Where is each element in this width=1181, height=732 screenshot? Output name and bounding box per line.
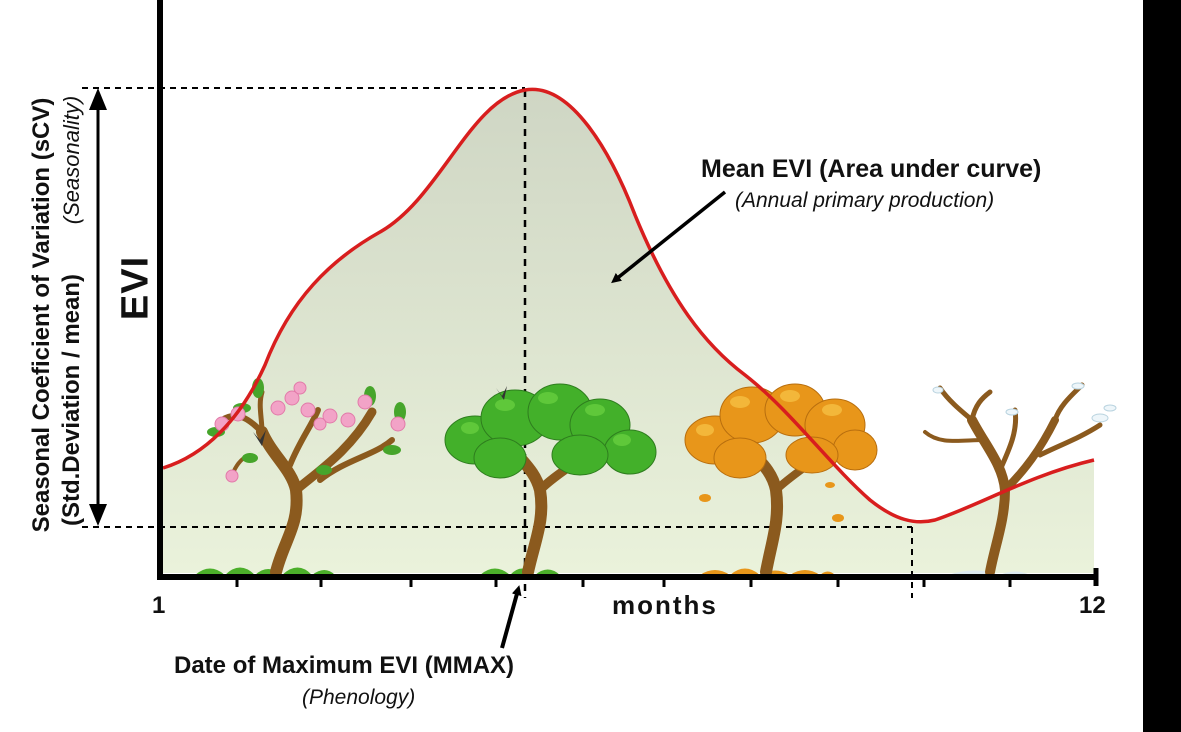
seasonality-label-line1: Seasonal Coeficient of Variation (sCV) [28, 97, 55, 533]
mean-evi-pointer-arrow [611, 190, 727, 284]
x-axis-label: months [612, 590, 718, 620]
right-edge-bar [1143, 0, 1181, 732]
winter-bare-tree [923, 382, 1117, 577]
mean-evi-subtitle: (Annual primary production) [735, 189, 995, 212]
seasonality-label-line2: (Std.Deviation / mean) [58, 273, 85, 527]
autumn-orange-tree [684, 383, 878, 578]
seasonality-label-italic: (Seasonality) [59, 95, 84, 225]
evi-curve [162, 87, 1095, 524]
mmax-pointer-arrow [500, 585, 522, 649]
mmax-title: Date of Maximum EVI (MMAX) [174, 652, 515, 679]
x-tick-end-label: 12 [1079, 592, 1106, 619]
x-axis-ticks [235, 577, 1012, 587]
mean-evi-title: Mean EVI (Area under curve) [701, 155, 1042, 183]
y-axis-label: EVI [114, 255, 157, 321]
mmax-subtitle: (Phenology) [302, 686, 416, 709]
x-tick-start-label: 1 [152, 592, 166, 619]
summer-green-tree [444, 383, 657, 578]
seasonality-double-arrow [89, 88, 107, 526]
